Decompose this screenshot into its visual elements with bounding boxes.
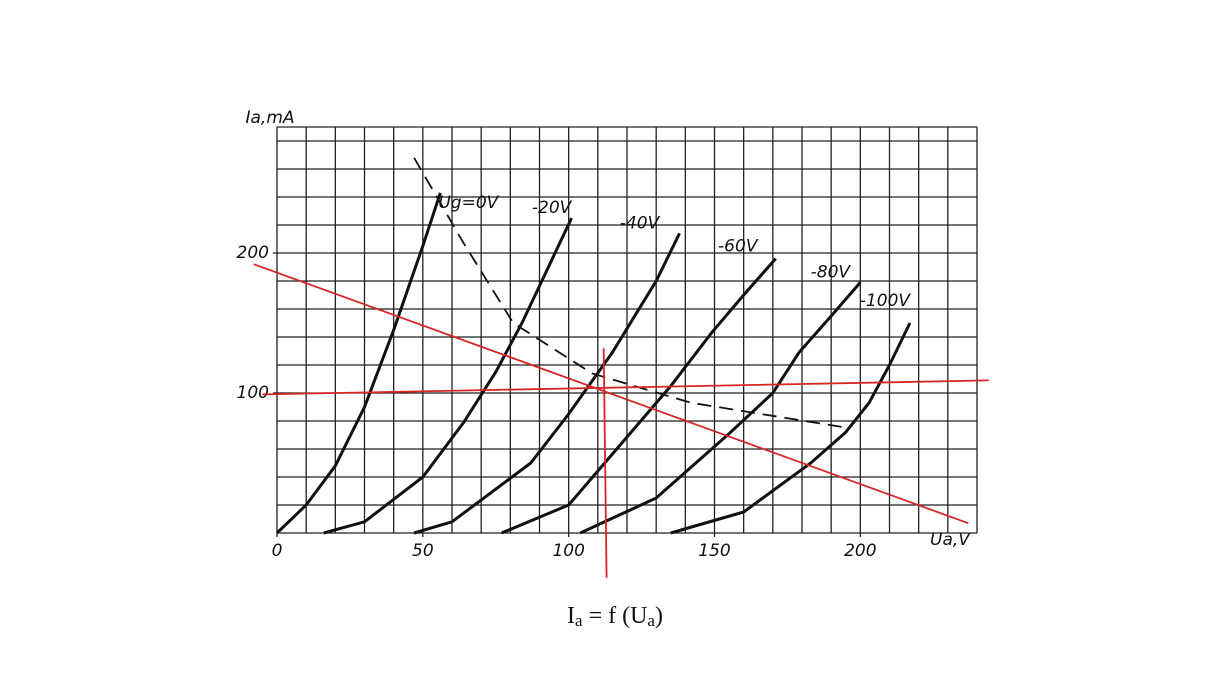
y-axis-label: Ia,mA [245,108,294,128]
curve [413,232,681,535]
red-line [262,379,989,396]
caption-part: a [647,611,655,630]
x-tick-label: 150 [698,541,730,561]
caption-part: a [575,611,583,630]
curve [275,192,442,535]
curve-label: -100V [860,291,912,311]
x-tick-label: 50 [412,541,434,561]
curve [579,281,862,535]
caption-part: ) [655,603,663,629]
red-line [602,348,608,578]
curve-label: -20V [532,198,573,218]
caption: Ia = f (Ua) [567,603,663,630]
red-line [253,263,969,525]
curve-label: Ug=0V [438,193,499,213]
y-tick-label: 100 [237,383,269,403]
caption-part: I [567,603,575,629]
x-tick-label: 100 [552,541,584,561]
curve [323,217,573,535]
x-axis-label: Ua,V [930,530,971,550]
curve [501,257,777,535]
curve-label: -60V [718,237,759,257]
caption-part: = f (U [583,603,648,629]
curve-label: -80V [811,262,852,282]
x-tick-label: 0 [272,541,283,561]
x-tick-label: 200 [844,541,876,561]
curve [670,322,912,535]
curve-label: -40V [620,213,661,233]
y-tick-label: 200 [237,243,269,263]
